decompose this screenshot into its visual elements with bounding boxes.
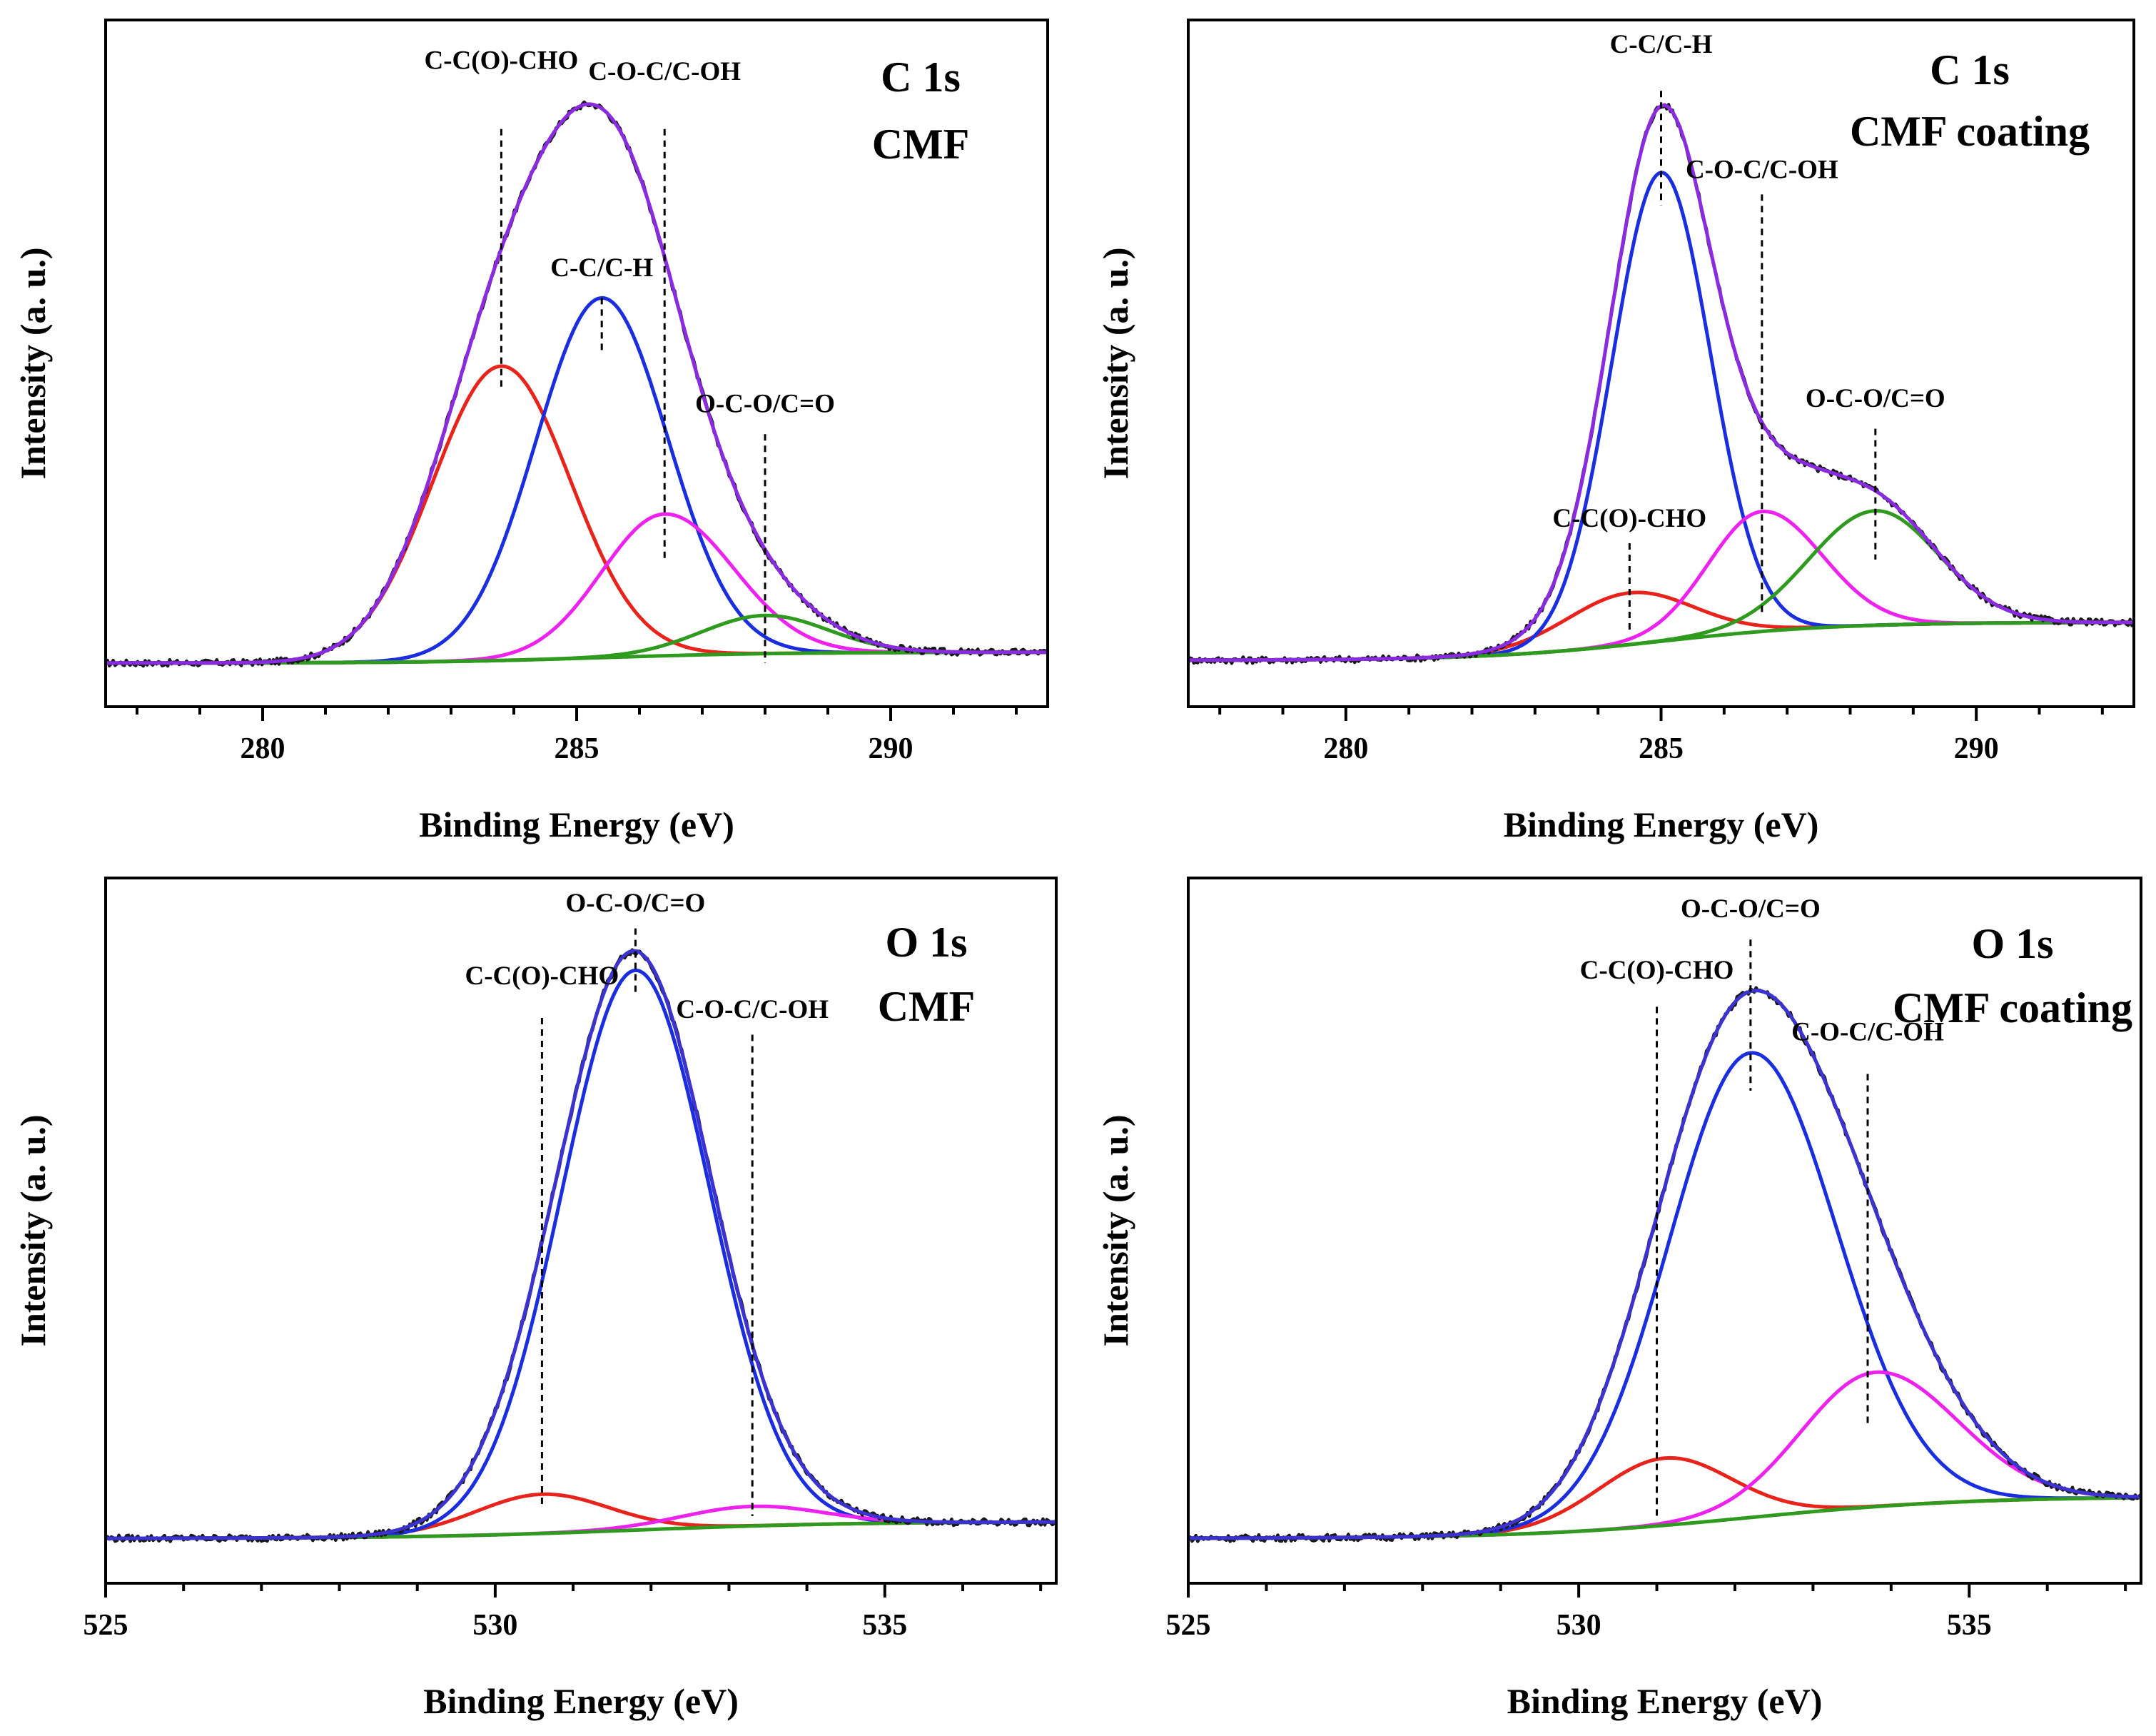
x-axis-label: Binding Energy (eV) <box>1504 804 1819 844</box>
plot-area <box>106 948 1056 1543</box>
panel-4: O-C-O/C=O C-C(O)-CHO C-O-C/C-OH 525 530 535 Bi… <box>1095 877 2142 1721</box>
panel-title: O 1s <box>885 919 967 966</box>
y-axis-label: Intensity (a. u.) <box>1095 247 1135 479</box>
panel-subtitle: CMF coating <box>1893 984 2132 1031</box>
x-tick-label: 535 <box>1947 1609 1992 1642</box>
x-tick-label: 290 <box>869 732 913 765</box>
component-curve-2 <box>1188 171 2134 662</box>
component-curve-4 <box>106 613 1048 665</box>
background-curve <box>1188 620 2134 662</box>
component-curve-2 <box>106 968 1056 1540</box>
annotation-label: C-O-C/C-OH <box>1686 155 1838 184</box>
x-tick-label: 280 <box>1323 732 1368 765</box>
x-tick-label: 525 <box>1166 1609 1211 1642</box>
panel-title: C 1s <box>1930 46 2010 94</box>
annotation-label: C-C/C-H <box>1610 30 1713 59</box>
x-tick-label: 280 <box>241 732 285 765</box>
fit-envelope-line <box>106 102 1048 665</box>
x-tick-label: 285 <box>555 732 599 765</box>
annotation-label: C-C(O)-CHO <box>425 46 579 76</box>
raw-spectrum-line <box>106 100 1048 668</box>
component-curve-2 <box>1188 1051 2141 1540</box>
component-curve-3 <box>1188 1370 2141 1540</box>
fit-envelope-line <box>106 949 1056 1540</box>
component-curve-1 <box>106 364 1048 665</box>
x-tick-label: 290 <box>1954 732 1999 765</box>
background-curve <box>1188 1495 2141 1540</box>
x-tick-label: 530 <box>472 1609 517 1642</box>
panel-title: O 1s <box>1971 920 2053 967</box>
component-curve-2 <box>106 296 1048 665</box>
annotation-label: C-C/C-H <box>550 253 653 283</box>
panel-subtitle: CMF coating <box>1850 108 2090 155</box>
plot-frame <box>104 877 1058 1585</box>
plot-area <box>1188 986 2141 1543</box>
annotation-label: C-O-C/C-OH <box>588 57 741 86</box>
component-curve-3 <box>1188 510 2134 662</box>
panel-subtitle: CMF <box>878 983 976 1030</box>
panel-subtitle: CMF <box>872 121 970 168</box>
panel-title: C 1s <box>881 54 961 101</box>
x-tick-label: 530 <box>1557 1609 1601 1642</box>
x-axis-label: Binding Energy (eV) <box>419 804 734 844</box>
annotation-label: O-C-O/C=O <box>1806 384 1945 413</box>
annotation-label: C-O-C/C-OH <box>1791 1017 1944 1046</box>
y-axis-label: Intensity (a. u.) <box>13 1114 53 1346</box>
x-axis-label: Binding Energy (eV) <box>1507 1681 1823 1721</box>
y-axis-label: Intensity (a. u.) <box>1095 1114 1135 1346</box>
x-tick-label: 285 <box>1639 732 1684 765</box>
x-axis-label: Binding Energy (eV) <box>423 1681 739 1721</box>
panel-2: C-C/C-H C-O-C/C-OH O-C-O/C=O C-C(O)-CHO 280 2… <box>1095 19 2135 844</box>
annotation-label: C-C(O)-CHO <box>1580 956 1734 985</box>
component-curve-3 <box>106 512 1048 665</box>
annotation-label: O-C-O/C=O <box>695 390 835 419</box>
plot-frame <box>1187 877 2142 1585</box>
panel-3: O-C-O/C=O C-C(O)-CHO C-O-C/C-OH 525 530 535 Bi… <box>13 877 1058 1721</box>
panel-1: C-C(O)-CHO C-O-C/C-OH C-C/C-H O-C-O/C=O 280 2… <box>13 19 1049 844</box>
plot-area <box>106 100 1048 668</box>
annotation-label: C-O-C/C-OH <box>676 995 829 1024</box>
x-tick-label: 525 <box>83 1609 128 1642</box>
y-axis-label: Intensity (a. u.) <box>13 247 53 479</box>
annotation-label: O-C-O/C=O <box>1681 894 1821 924</box>
annotation-label: C-C(O)-CHO <box>1552 504 1706 533</box>
annotation-label: O-C-O/C=O <box>566 889 706 918</box>
annotation-label: C-C(O)-CHO <box>465 962 619 991</box>
x-tick-label: 535 <box>862 1609 907 1642</box>
fit-envelope-line <box>1188 989 2141 1540</box>
raw-spectrum-line <box>106 948 1056 1543</box>
